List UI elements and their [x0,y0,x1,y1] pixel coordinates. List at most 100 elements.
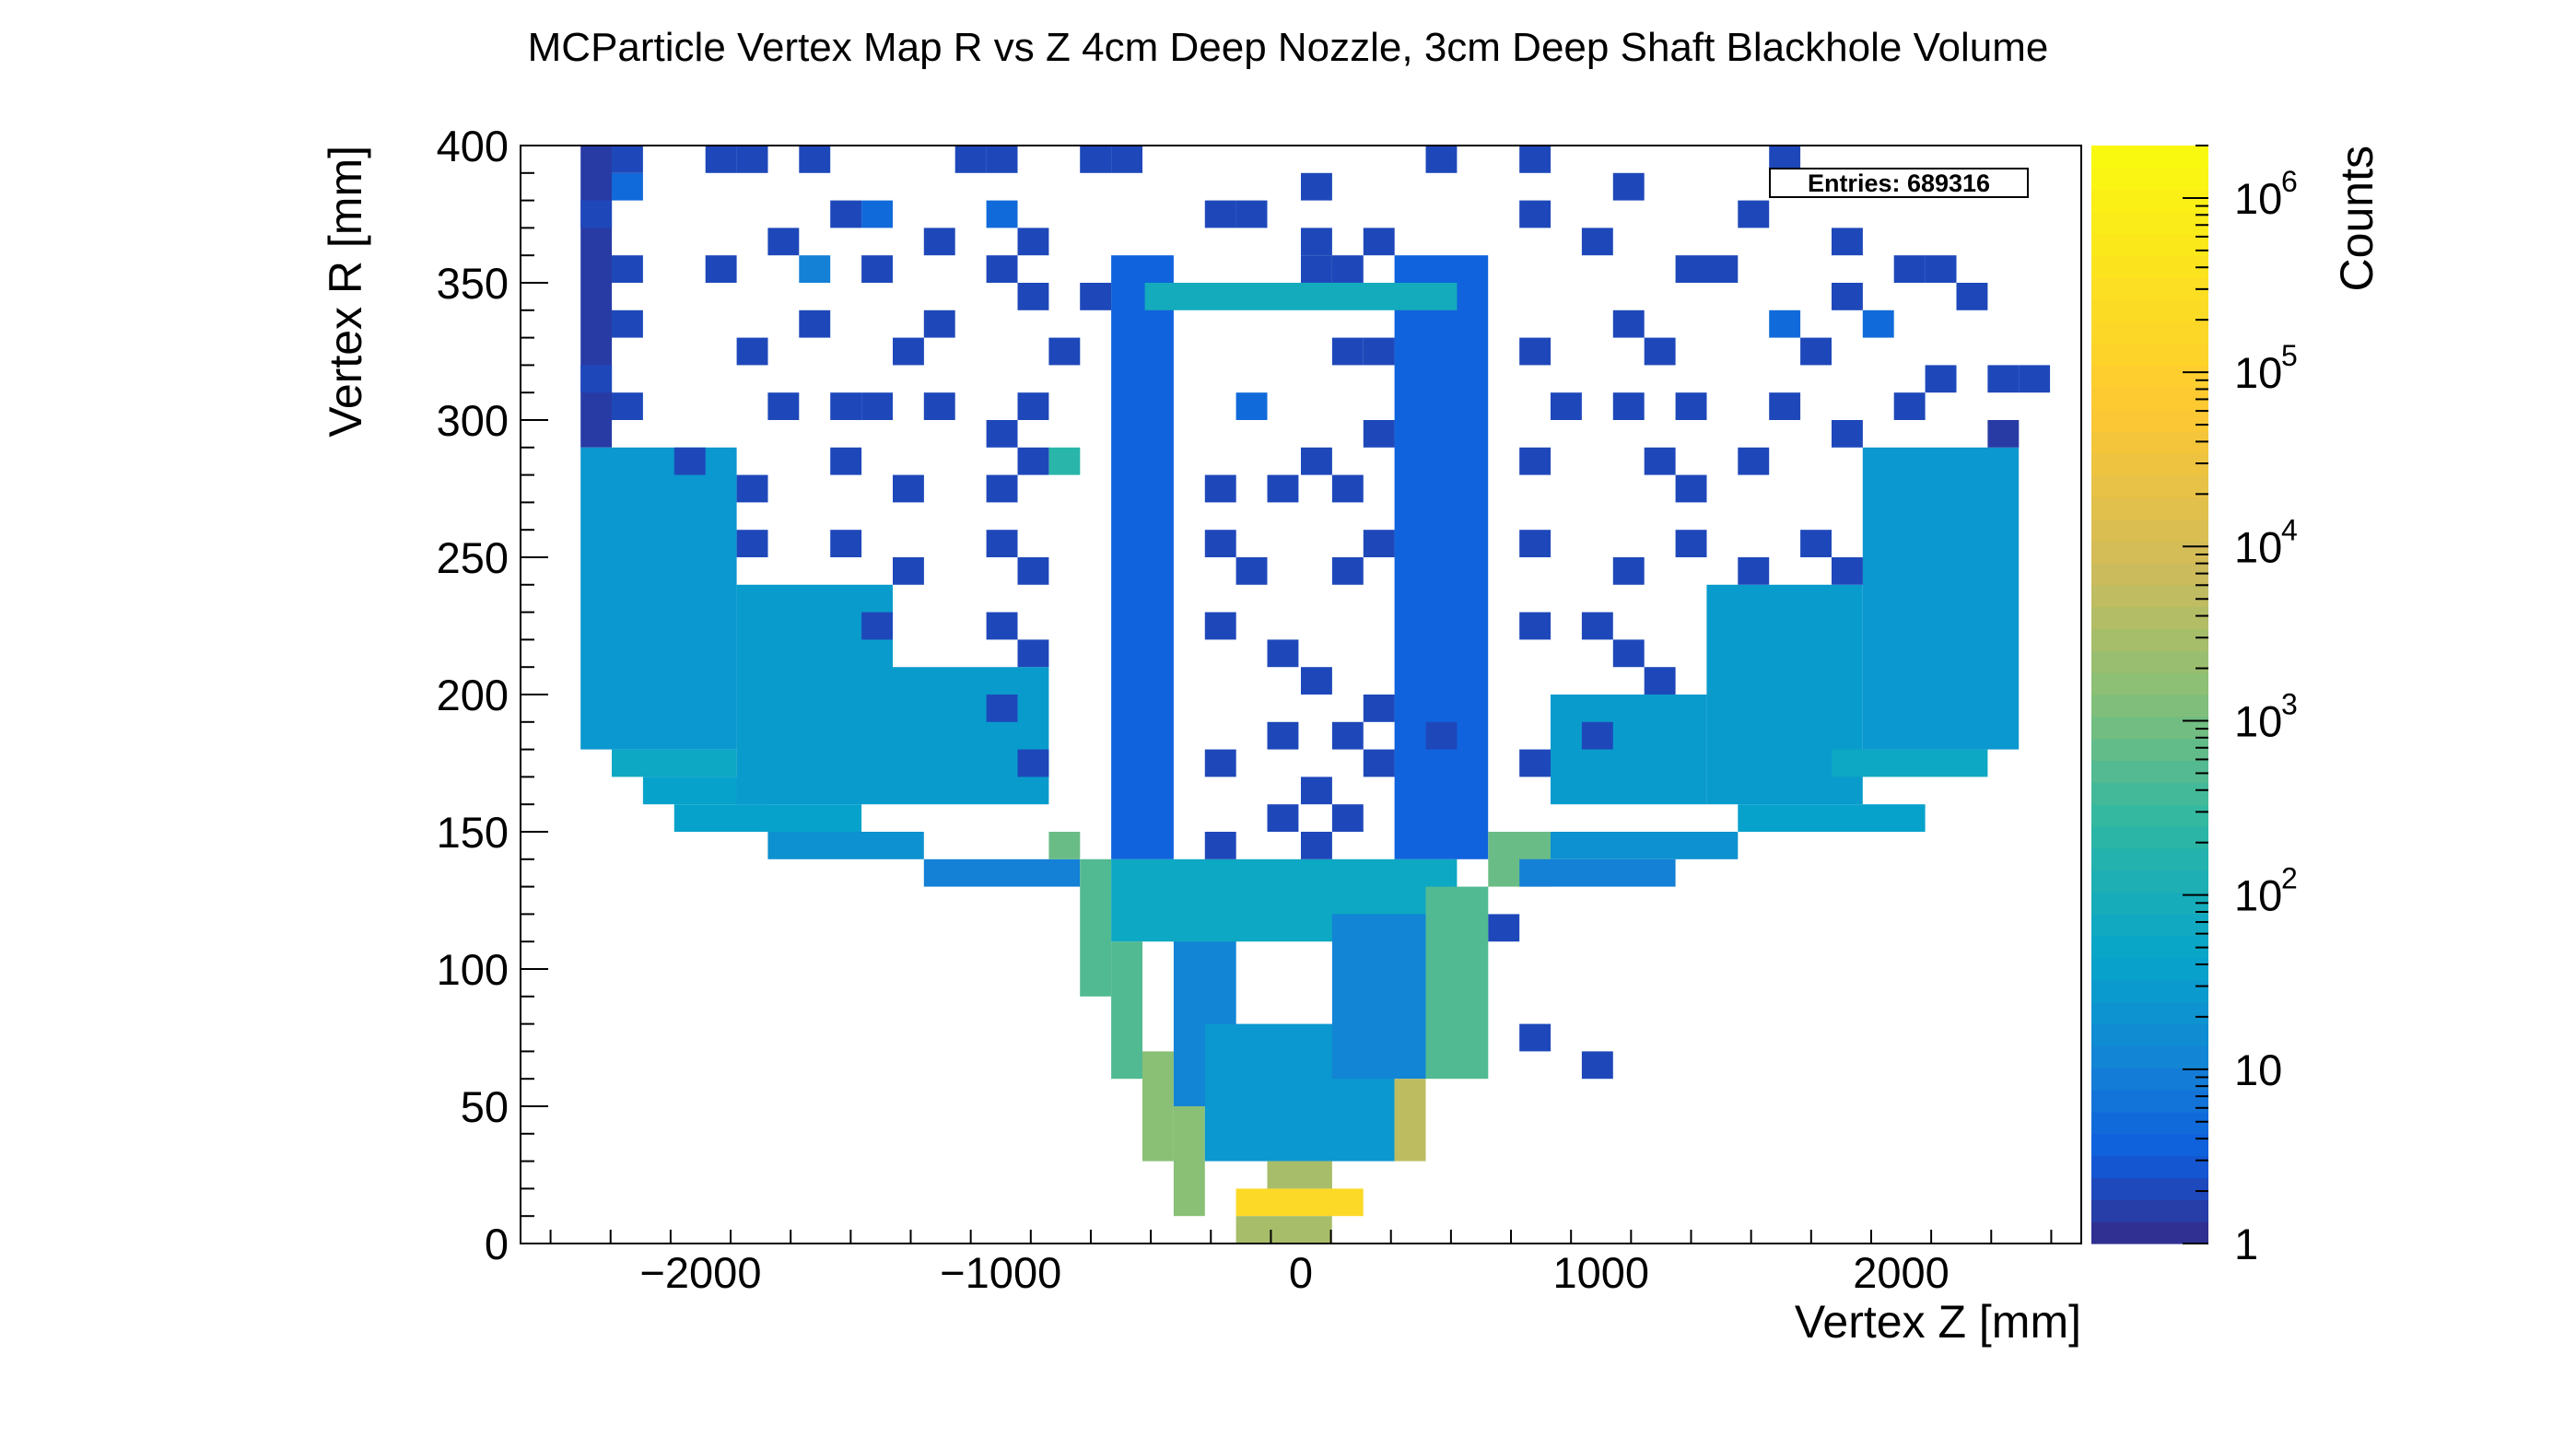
heatmap-cell [1363,337,1395,366]
heatmap-cell [923,392,955,420]
heatmap-cell [1235,557,1268,585]
colorbar-band [2091,1068,2208,1091]
heatmap-cell [1301,832,1332,859]
heatmap-cell [1488,914,1520,942]
heatmap-cell [1519,1023,1551,1052]
heatmap-cell [1363,749,1395,777]
heatmap-cell [1832,228,1863,256]
colorbar-band [2091,474,2208,498]
colorbar-tick-exponent: 6 [2281,165,2298,198]
heatmap-cell [1301,667,1332,695]
colorbar-band [2091,146,2208,169]
y-tick-label: 300 [437,396,509,445]
colorbar-band [2091,1090,2208,1113]
heatmap-region [1769,309,1801,338]
colorbar-tick-label: 10 [2234,1045,2282,1094]
heatmap-cell [1331,474,1364,503]
x-tick-label: −1000 [940,1248,1061,1297]
heatmap-region [767,832,924,859]
heatmap-region [799,255,831,283]
heatmap-cell [1235,200,1268,228]
heatmap-cell [986,420,1018,448]
colorbar-tick-label: 1 [2234,1220,2258,1268]
heatmap-region [1173,1106,1205,1217]
heatmap-cell [986,530,1018,557]
x-tick-label: 0 [1289,1248,1313,1297]
heatmap-cell [1080,146,1112,173]
y-tick-label: 200 [437,671,509,719]
colorbar-tick-label: 10 [2234,174,2282,223]
heatmap-cell [1519,530,1551,557]
heatmap-region [1267,1161,1332,1189]
heatmap-region [1862,309,1894,338]
heatmap-cell [1363,228,1395,256]
heatmap-cell [986,612,1018,640]
heatmap-cell [1832,557,1863,585]
colorbar-band [2091,804,2208,827]
heatmap-cell [1363,695,1395,722]
heatmap-cell [830,530,862,557]
heatmap-cell [1204,200,1236,228]
heatmap-cell [1425,146,1458,173]
colorbar-band [2091,958,2208,981]
colorbar-band [2091,826,2208,849]
colorbar-band [2091,914,2208,937]
heatmap-cell [612,255,643,283]
colorbar-tick-exponent: 3 [2281,687,2298,720]
heatmap-cell [1956,283,1988,310]
heatmap-region [1331,914,1426,1080]
heatmap-region [1551,832,1739,859]
colorbar-band [2091,519,2208,542]
heatmap-cell [1769,392,1801,420]
heatmap-cell [1425,721,1458,750]
colorbar-band [2091,584,2208,608]
colorbar-band [2091,870,2208,893]
stats-entries: Entries: 689316 [1808,169,1990,197]
heatmap-cell [1832,420,1863,448]
colorbar-band [2091,1023,2208,1047]
colorbar-band [2091,628,2208,651]
heatmap-cell [1267,474,1299,503]
heatmap-cell [1644,667,1676,695]
heatmap-region [1144,283,1458,310]
heatmap-cell [2019,365,2051,393]
heatmap-cell [1925,255,1957,283]
heatmap-cell [1301,228,1332,256]
colorbar-tick-exponent: 4 [2281,513,2298,546]
heatmap-cell [673,447,706,475]
colorbar-tick-exponent: 2 [2281,862,2298,895]
colorbar-band [2091,1221,2208,1244]
colorbar-band [2091,672,2208,695]
colorbar-band [2091,1199,2208,1222]
heatmap-cell [1612,557,1645,585]
heatmap-cell [861,392,893,420]
heatmap-cell [736,337,768,366]
stats-box-frame [1769,168,2029,198]
y-tick-label: 150 [437,808,509,857]
heatmap-cell [705,255,737,283]
heatmap-cell [861,612,893,640]
heatmap-cell [1800,337,1832,366]
heatmap-cell [1738,557,1770,585]
y-tick-label: 100 [437,945,509,994]
heatmap-cell [1706,255,1739,283]
colorbar-band [2091,695,2208,718]
colorbar-band [2091,1111,2208,1135]
heatmap-region [612,749,737,777]
heatmap-cell [1519,200,1551,228]
heatmap-cell [736,530,768,557]
heatmap-cell [1363,420,1395,448]
heatmap-region [580,447,737,750]
heatmap-region [1142,1051,1174,1162]
heatmap-region [1111,255,1174,859]
heatmap-cell [767,228,800,256]
heatmap-cell [1331,337,1364,366]
heatmap-cell [1612,309,1645,338]
y-axis-ticks: 0 50 100 150 200 250 300 350 400 [437,122,548,1268]
heatmap-cell [923,228,955,256]
colorbar-band [2091,782,2208,805]
heatmap-cell [705,146,737,173]
heatmap-cell [1204,612,1236,640]
heatmap-region [1519,858,1676,887]
